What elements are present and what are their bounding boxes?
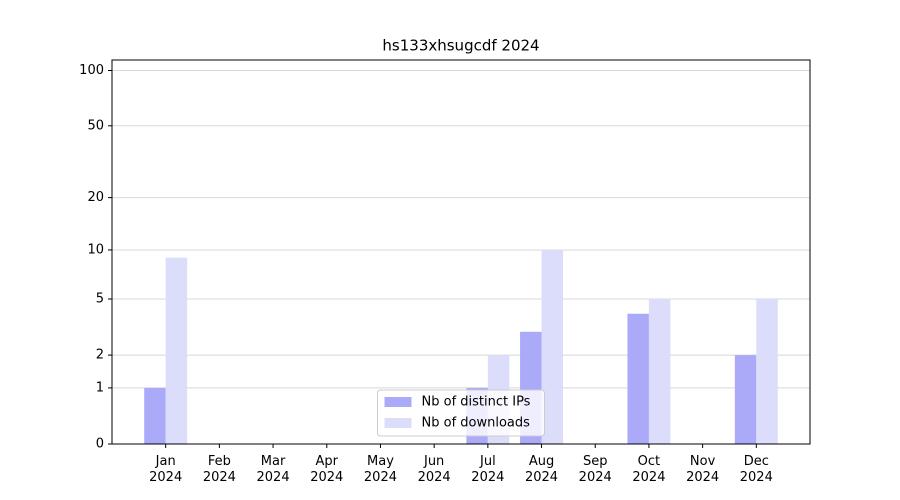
bar: [648, 298, 671, 444]
x-tick-label-line: 2024: [686, 470, 719, 485]
bar: [756, 298, 778, 444]
x-tick-label: Dec 2024: [740, 454, 773, 485]
bar: [144, 387, 166, 444]
x-tick-label-line: 2024: [525, 470, 558, 485]
x-tick-label-line: Mar: [261, 454, 286, 469]
bar: [541, 249, 564, 444]
bar: [734, 355, 757, 444]
y-tick-label: 0: [96, 437, 104, 452]
x-tick-label-line: Nov: [690, 454, 716, 469]
x-tick-label-line: 2024: [632, 470, 665, 485]
x-tick-label-line: 2024: [471, 470, 504, 485]
bar: [627, 313, 649, 444]
x-tick-label-line: 2024: [740, 470, 773, 485]
x-tick-label: Feb 2024: [203, 454, 236, 485]
x-tick-label-line: 2024: [310, 470, 343, 485]
x-tick-label-line: Jun: [423, 454, 444, 469]
x-tick-label: Sep 2024: [579, 454, 612, 485]
x-tick-label-line: Dec: [744, 454, 769, 469]
y-tick-label: 50: [87, 118, 104, 133]
x-tick-label-line: May: [367, 454, 394, 469]
x-tick-label: Oct 2024: [632, 454, 665, 485]
x-tick-label: Jul 2024: [471, 454, 504, 485]
y-tick-label: 2: [96, 348, 104, 363]
x-tick-label-line: 2024: [203, 470, 236, 485]
x-tick-label-line: 2024: [364, 470, 397, 485]
x-tick-label: Apr 2024: [310, 454, 343, 485]
y-tick-label: 1: [96, 380, 104, 395]
x-tick-label-line: Jul: [479, 454, 496, 469]
x-tick-label-line: Sep: [583, 454, 608, 469]
y-tick-label: 10: [87, 242, 104, 257]
x-tick-label-line: 2024: [257, 470, 290, 485]
legend-label: Nb of downloads: [422, 416, 531, 431]
legend-swatch: [384, 418, 412, 428]
x-tick-label-line: Oct: [638, 454, 660, 469]
chart-title: hs133xhsugcdf 2024: [382, 37, 539, 55]
x-tick-label: Jun 2024: [418, 454, 451, 485]
legend-swatch: [384, 397, 412, 407]
legend-label: Nb of distinct IPs: [422, 395, 531, 410]
plot-frame: [111, 59, 811, 445]
x-tick-label-line: 2024: [579, 470, 612, 485]
x-tick-label-line: Feb: [208, 454, 231, 469]
x-tick-label: Nov 2024: [686, 454, 719, 485]
legend-box: [377, 389, 545, 437]
y-tick-label: 20: [87, 190, 104, 205]
x-tick-label-line: 2024: [149, 470, 182, 485]
bar: [165, 257, 188, 444]
y-tick-label: 5: [96, 291, 104, 306]
y-tick-label: 100: [79, 63, 104, 78]
x-tick-label-line: Aug: [529, 454, 554, 469]
x-tick-label: Aug 2024: [525, 454, 558, 485]
x-tick-label-line: 2024: [418, 470, 451, 485]
x-tick-label-line: Jan: [155, 454, 176, 469]
x-tick-label: May 2024: [364, 454, 397, 485]
x-tick-label-line: Apr: [316, 454, 339, 469]
x-tick-label: Mar 2024: [257, 454, 290, 485]
x-tick-label: Jan 2024: [149, 454, 182, 485]
